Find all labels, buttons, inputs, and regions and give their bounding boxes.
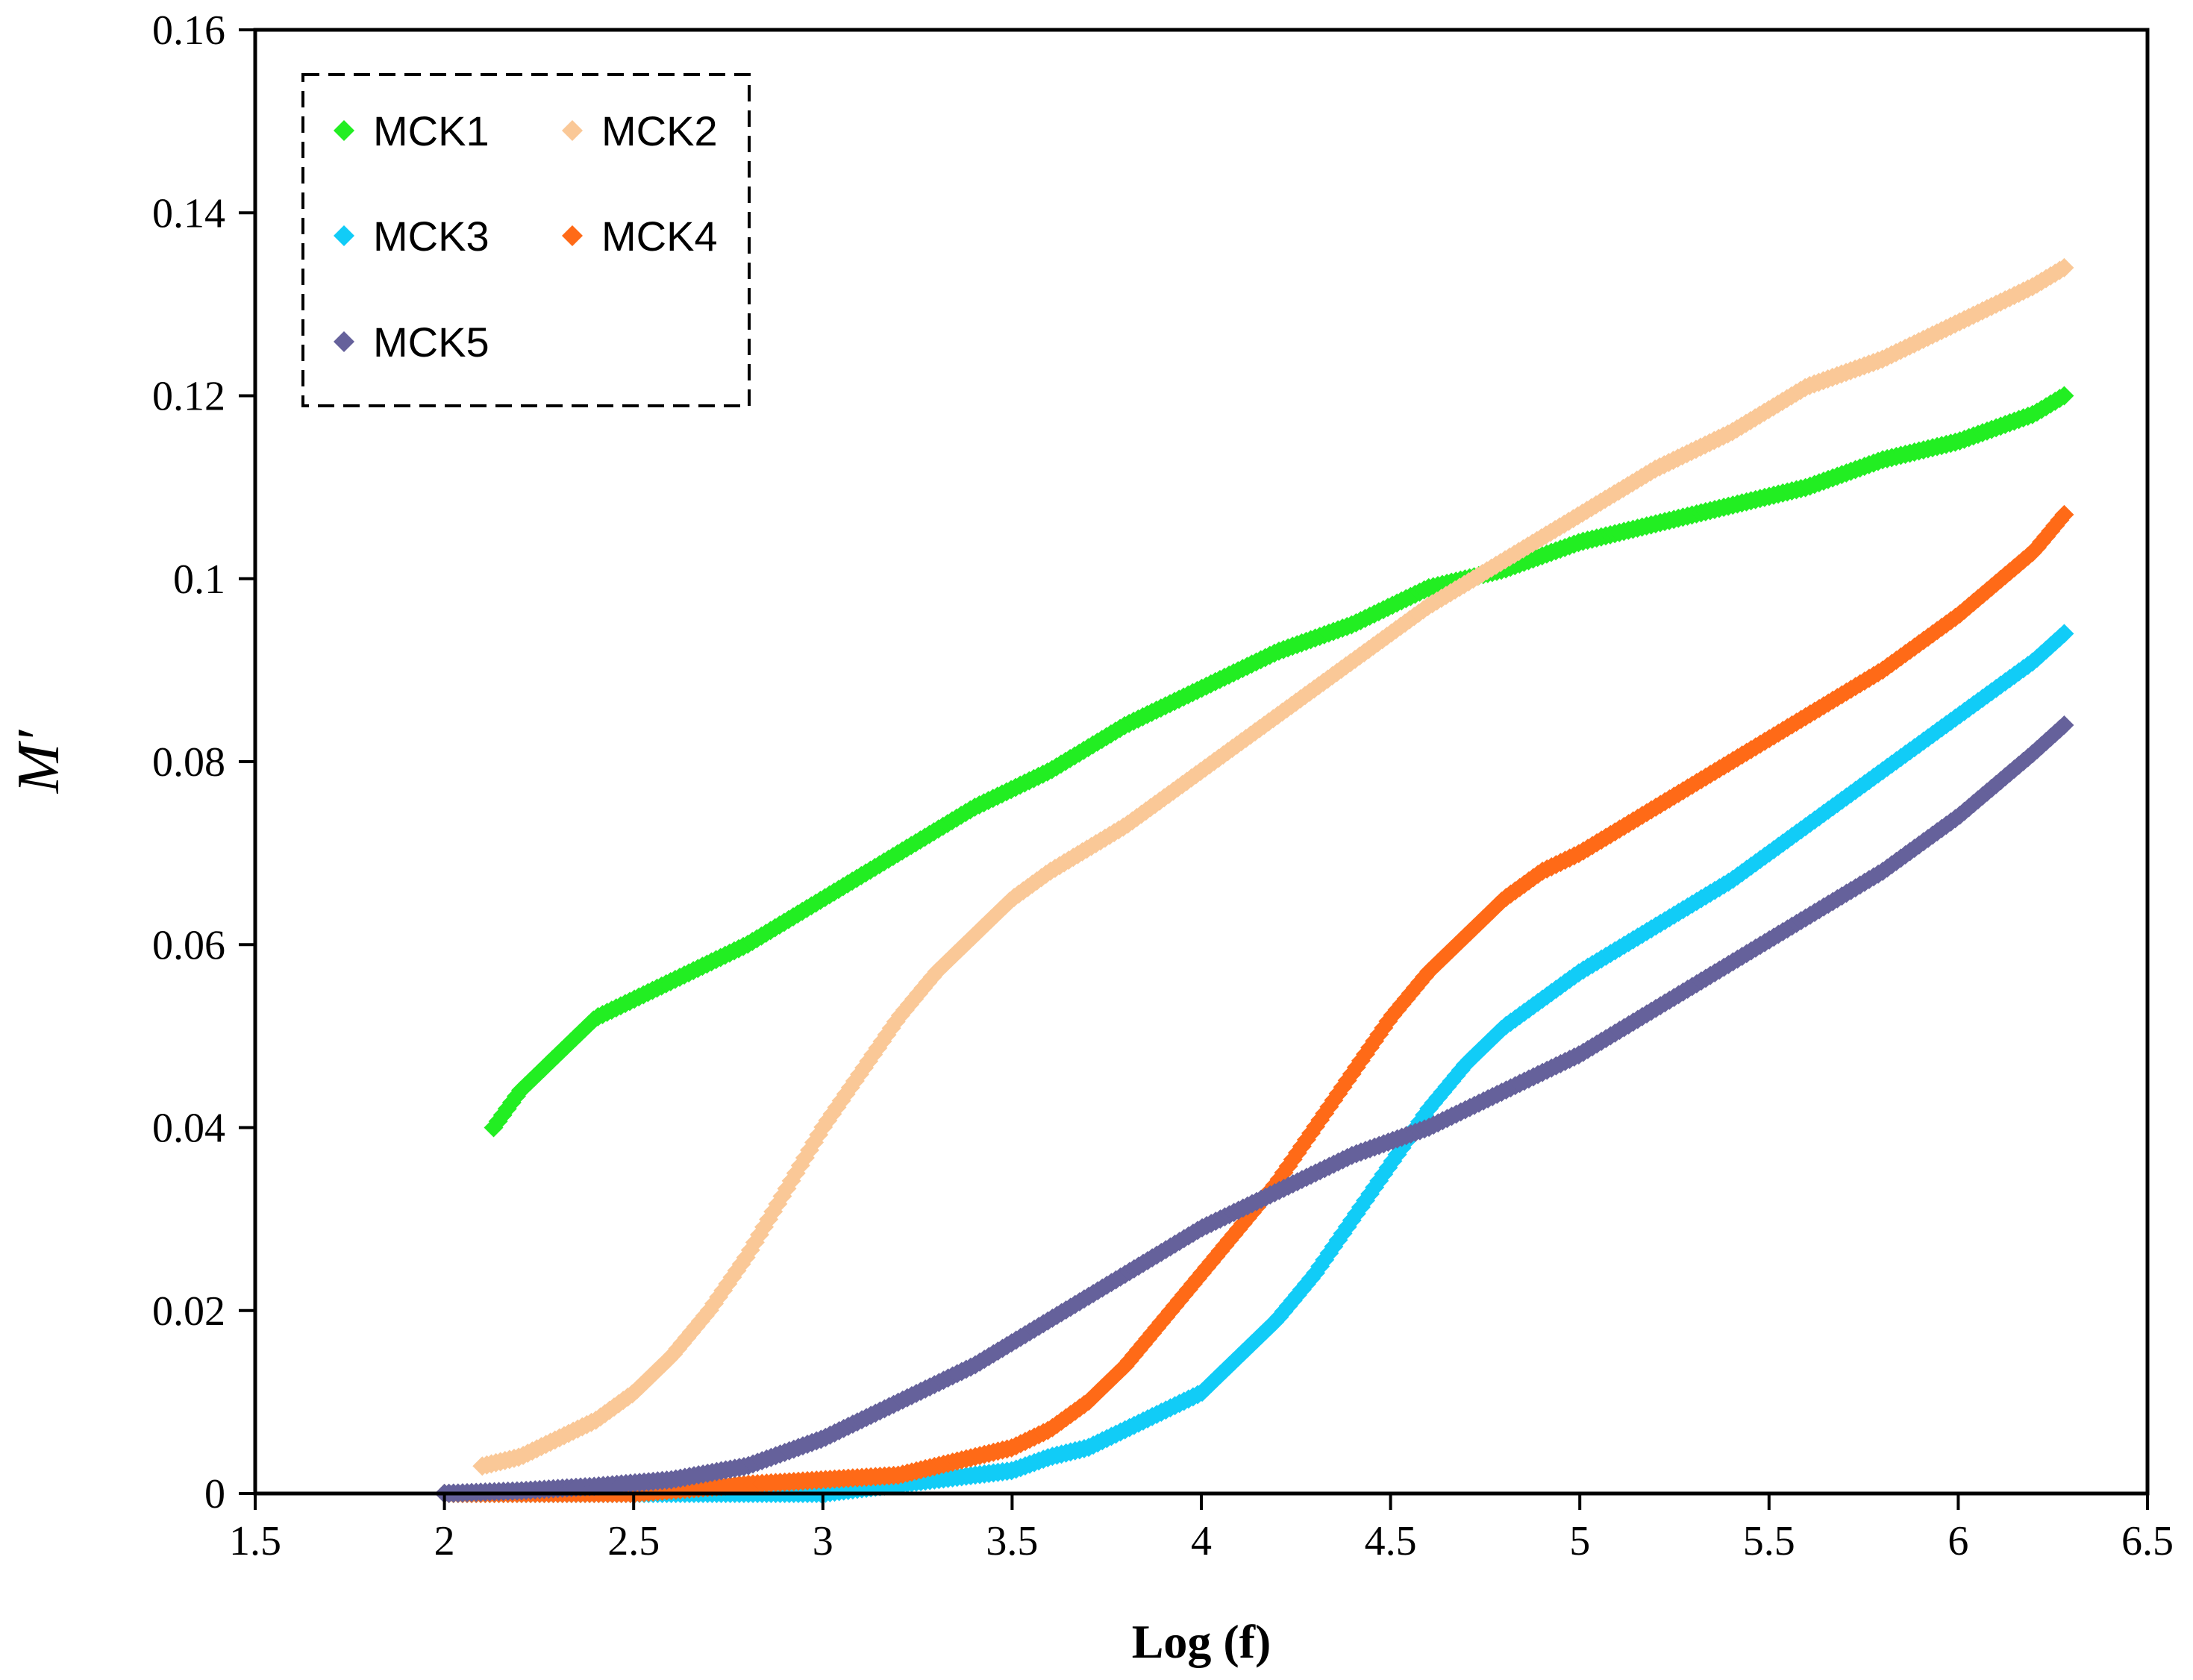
y-tick-label-4: 0.08 xyxy=(152,739,225,786)
x-tick-label-4: 3.5 xyxy=(986,1518,1038,1564)
legend-item-mck4: MCK4 xyxy=(562,213,718,260)
series-mck1 xyxy=(484,386,2074,1138)
legend-item-mck5: MCK5 xyxy=(334,319,489,366)
x-tick-label-0: 1.5 xyxy=(229,1518,281,1564)
y-tick-label-3: 0.06 xyxy=(152,922,225,968)
x-tick-label-3: 3 xyxy=(813,1518,833,1564)
y-tick-label-5: 0.1 xyxy=(173,557,225,603)
series-layer xyxy=(434,257,2074,1503)
point-mck3-357 xyxy=(2054,624,2074,644)
point-mck5-357 xyxy=(2054,715,2074,735)
x-axis-title: Log (f) xyxy=(1132,1615,1271,1668)
x-axis: 1.5 2 2.5 3 3.5 4 4.5 5 5.5 6 6.5 xyxy=(229,1493,2174,1564)
y-tick-label-8: 0.16 xyxy=(152,7,225,54)
legend-marker-mck4 xyxy=(562,225,583,246)
legend-label-mck1: MCK1 xyxy=(373,107,489,154)
legend-label-mck3: MCK3 xyxy=(373,213,489,260)
y-tick-label-7: 0.14 xyxy=(152,190,225,236)
legend-label-mck4: MCK4 xyxy=(601,213,718,260)
y-tick-label-0: 0 xyxy=(204,1471,225,1517)
legend-marker-mck3 xyxy=(334,225,354,246)
y-axis: 0 0.02 0.04 0.06 0.08 0.1 0.12 0.14 0.16 xyxy=(152,7,255,1517)
legend-item-mck3: MCK3 xyxy=(334,213,489,260)
x-tick-label-1: 2 xyxy=(434,1518,455,1564)
legend-label-mck5: MCK5 xyxy=(373,319,489,366)
x-tick-label-7: 5 xyxy=(1569,1518,1590,1564)
y-axis-title: M′ xyxy=(6,729,72,794)
x-tick-label-8: 5.5 xyxy=(1743,1518,1795,1564)
legend-label-mck2: MCK2 xyxy=(601,107,718,154)
legend-frame xyxy=(301,73,751,407)
point-mck2-348 xyxy=(2054,257,2074,278)
x-tick-label-9: 6 xyxy=(1948,1518,1968,1564)
legend-marker-mck2 xyxy=(562,120,583,141)
x-tick-label-2: 2.5 xyxy=(607,1518,660,1564)
legend: MCK1 MCK2 MCK3 MCK4 MCK5 xyxy=(301,73,751,407)
point-mck1-346 xyxy=(2054,386,2074,406)
y-tick-label-2: 0.04 xyxy=(152,1106,225,1152)
series-mck2 xyxy=(472,257,2074,1476)
x-tick-label-6: 4.5 xyxy=(1365,1518,1417,1564)
legend-item-mck1: MCK1 xyxy=(334,107,489,154)
legend-marker-mck1 xyxy=(334,120,354,141)
legend-item-mck2: MCK2 xyxy=(562,107,718,154)
x-tick-label-10: 6.5 xyxy=(2121,1518,2174,1564)
legend-marker-mck5 xyxy=(334,331,354,352)
x-tick-label-5: 4 xyxy=(1191,1518,1212,1564)
series-mck5 xyxy=(434,715,2074,1503)
point-mck4-357 xyxy=(2054,504,2074,524)
y-tick-label-1: 0.02 xyxy=(152,1288,225,1335)
y-tick-label-6: 0.12 xyxy=(152,374,225,420)
